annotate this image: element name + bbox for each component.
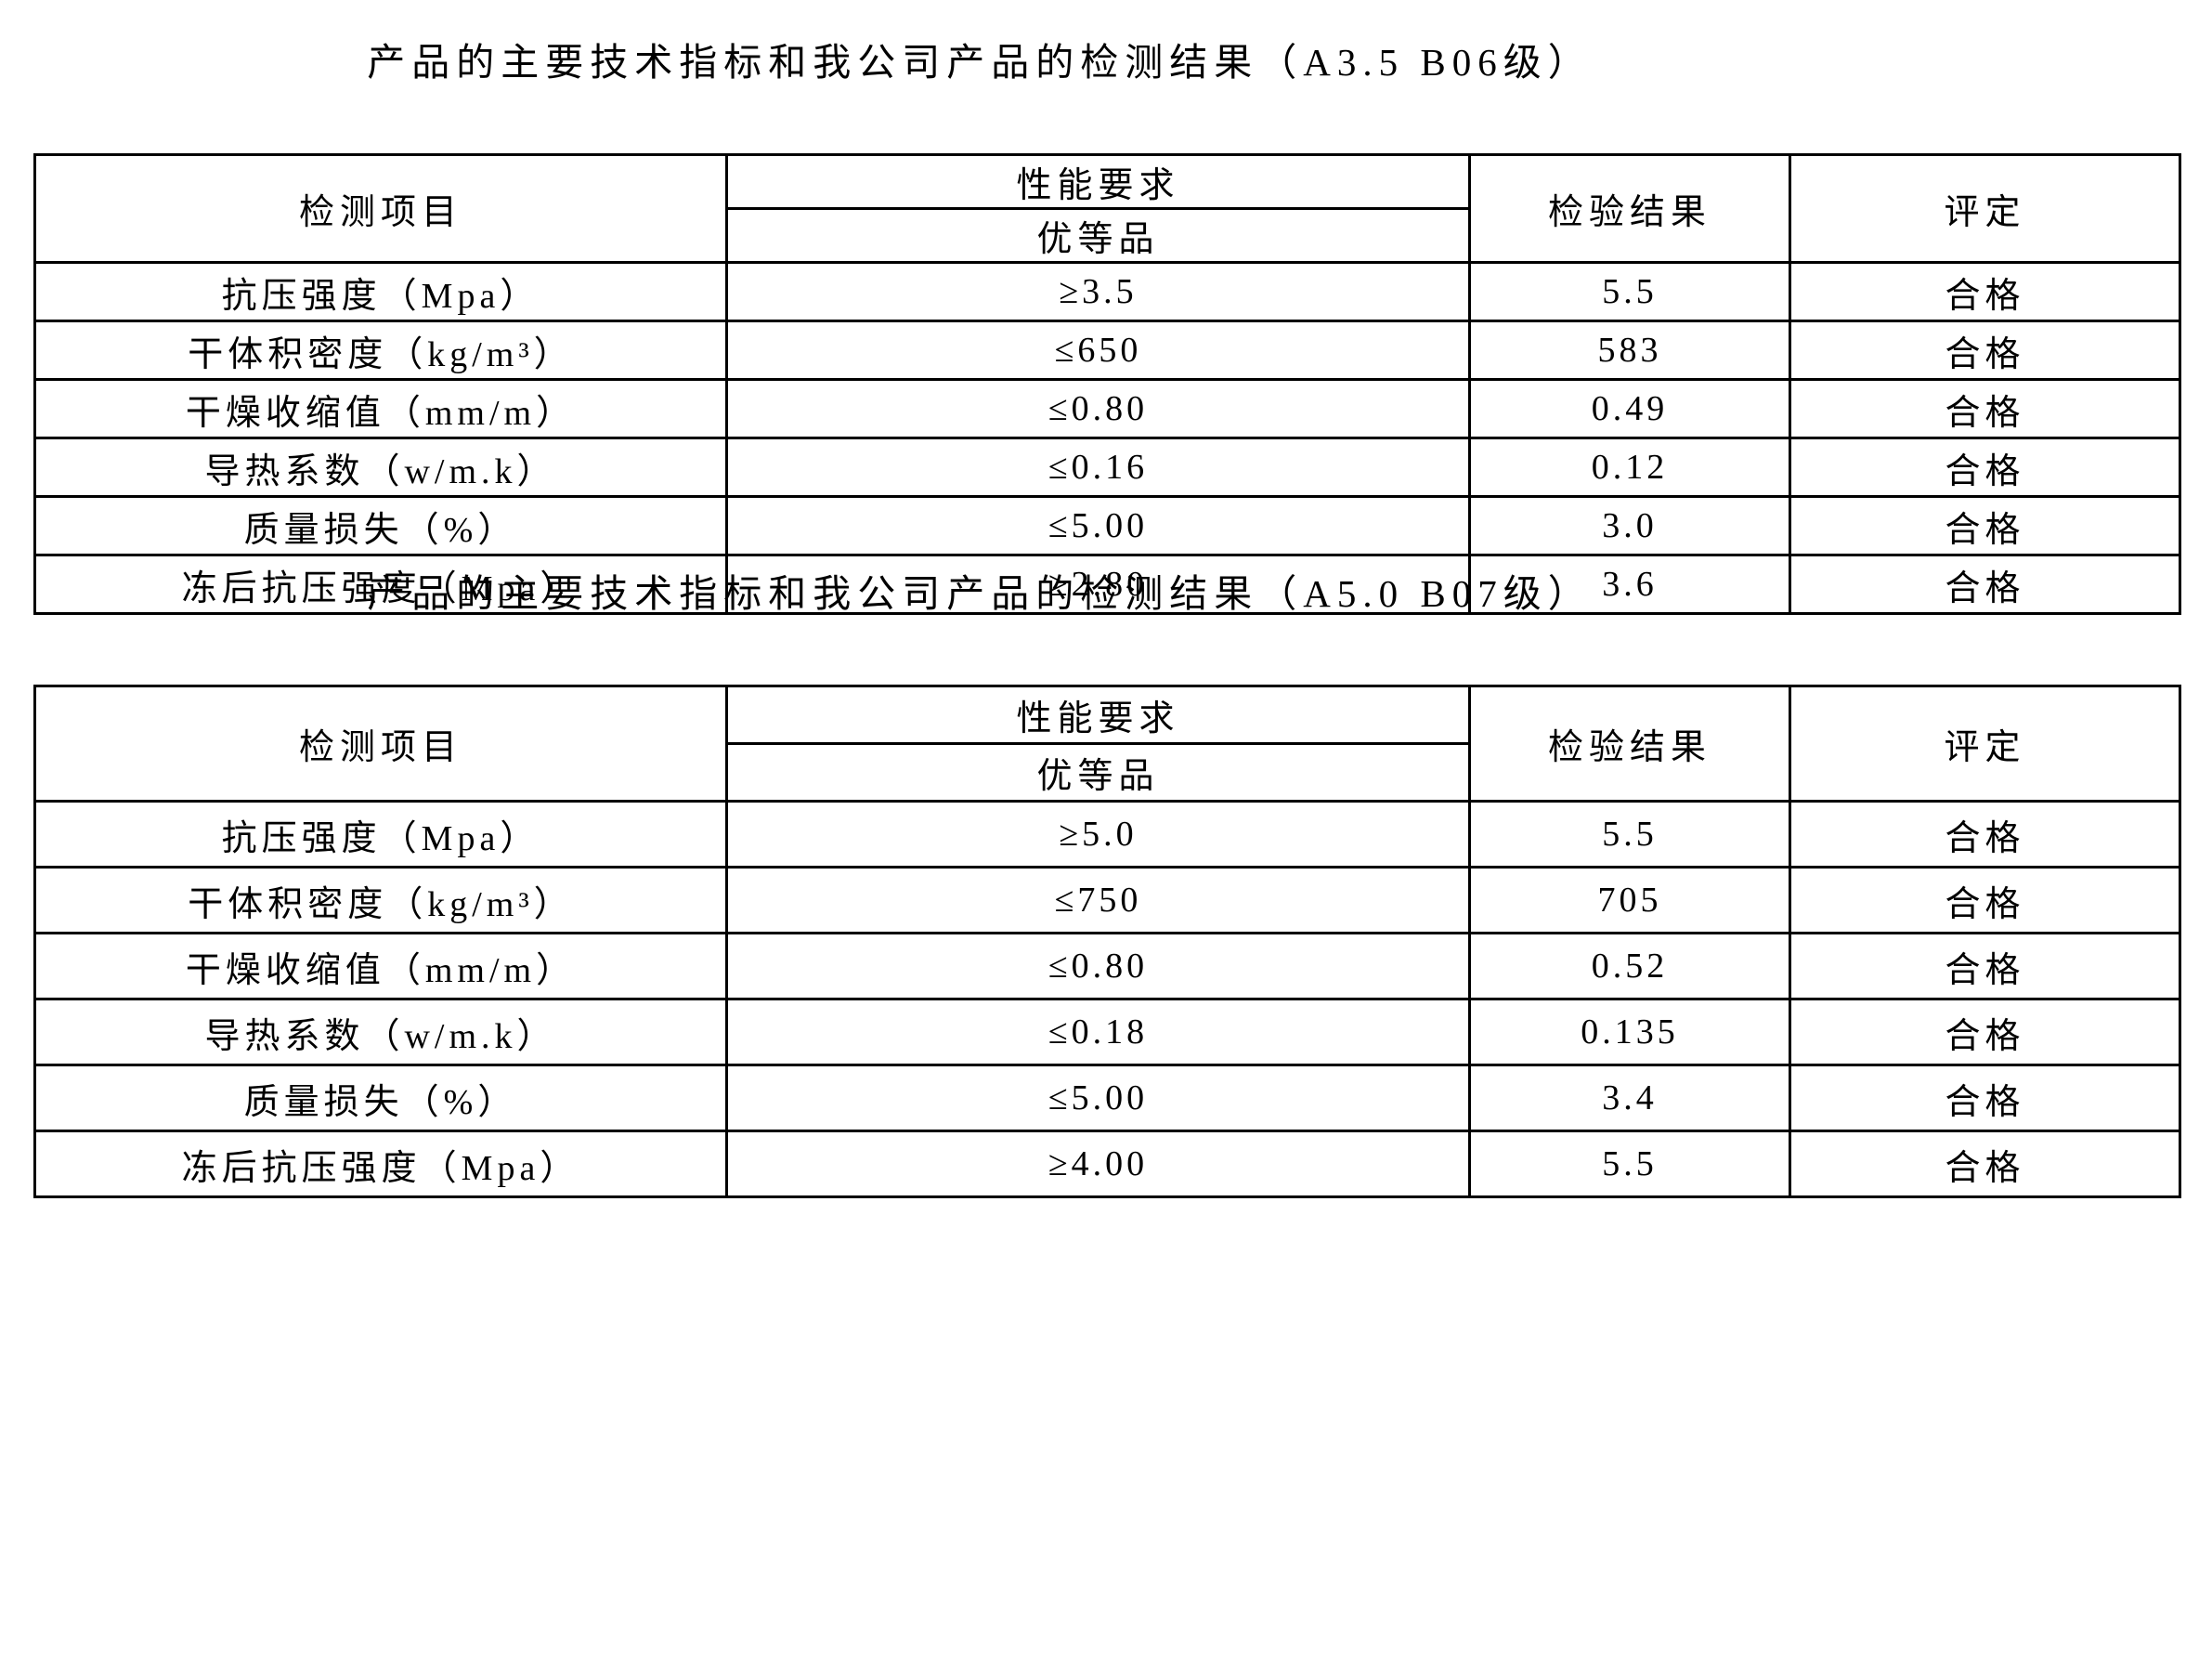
table-header-row-2: 优等品: [35, 207, 2180, 264]
cell-requirement: ≥2.80: [725, 554, 1471, 615]
cell-verdict: 合格: [1789, 932, 2181, 1000]
cell-requirement: ≥3.5: [725, 261, 1471, 322]
header-requirement-sub: 优等品: [725, 207, 1471, 264]
table-header-row-2: 优等品: [35, 742, 2180, 803]
cell-result: 3.6: [1468, 554, 1791, 615]
cell-result: 5.5: [1468, 261, 1791, 322]
table-row: 冻后抗压强度（Mpa） ≥2.80 3.6 合格: [33, 554, 2181, 615]
header-result: 检验结果: [1468, 153, 1791, 264]
cell-item: 干燥收缩值（mm/m）: [33, 378, 728, 439]
cell-verdict: 合格: [1789, 261, 2181, 322]
cell-item: 抗压强度（Mpa）: [33, 261, 728, 322]
table-row: 干燥收缩值（mm/m） ≤0.80 0.49 合格: [33, 378, 2181, 439]
table-row: 抗压强度（Mpa） ≥3.5 5.5 合格: [33, 261, 2181, 322]
table-row: 导热系数（w/m.k） ≤0.16 0.12 合格: [33, 437, 2181, 498]
cell-result: 0.49: [1468, 378, 1791, 439]
table-row: 干体积密度（kg/m³） ≤650 583 合格: [33, 320, 2181, 381]
cell-item: 干体积密度（kg/m³）: [33, 866, 728, 934]
cell-item: 干体积密度（kg/m³）: [33, 320, 728, 381]
cell-item: 冻后抗压强度（Mpa）: [33, 1130, 728, 1198]
header-item: 检测项目: [33, 685, 728, 803]
cell-requirement: ≥5.0: [725, 800, 1471, 869]
cell-result: 705: [1468, 866, 1791, 934]
table-row: 干体积密度（kg/m³） ≤750 705 合格: [33, 866, 2181, 934]
table-1-container: 检测项目 性能要求 检验结果 评定 优等品 抗压强度（Mpa） ≥3.5 5.5…: [33, 153, 2181, 615]
cell-item: 冻后抗压强度（Mpa）: [33, 554, 728, 615]
cell-requirement: ≤0.80: [725, 378, 1471, 439]
table-row: 质量损失（%） ≤5.00 3.4 合格: [33, 1064, 2181, 1132]
cell-requirement: ≤0.16: [725, 437, 1471, 498]
cell-requirement: ≤650: [725, 320, 1471, 381]
cell-item: 质量损失（%）: [33, 495, 728, 556]
header-result: 检验结果: [1468, 685, 1791, 803]
cell-item: 干燥收缩值（mm/m）: [33, 932, 728, 1000]
cell-item: 导热系数（w/m.k）: [33, 998, 728, 1066]
table-2-title: 产品的主要技术指标和我公司产品的检测结果（A5.0 B07级）: [367, 572, 1593, 615]
table-row: 质量损失（%） ≤5.00 3.0 合格: [33, 495, 2181, 556]
header-requirement: 性能要求: [725, 153, 1471, 210]
cell-result: 0.52: [1468, 932, 1791, 1000]
cell-result: 3.4: [1468, 1064, 1791, 1132]
cell-requirement: ≥4.00: [725, 1130, 1471, 1198]
cell-item: 抗压强度（Mpa）: [33, 800, 728, 869]
table-2-container: 检测项目 性能要求 检验结果 评定 优等品 抗压强度（Mpa） ≥5.0 5.5…: [33, 685, 2181, 1198]
spec-table-a35-b06: 检测项目 性能要求 检验结果 评定 优等品 抗压强度（Mpa） ≥3.5 5.5…: [33, 153, 2181, 615]
table-1-title: 产品的主要技术指标和我公司产品的检测结果（A3.5 B06级）: [367, 41, 1593, 84]
header-verdict: 评定: [1789, 153, 2181, 264]
cell-requirement: ≤5.00: [725, 495, 1471, 556]
header-requirement-sub: 优等品: [725, 742, 1471, 803]
cell-verdict: 合格: [1789, 998, 2181, 1066]
cell-verdict: 合格: [1789, 320, 2181, 381]
header-verdict: 评定: [1789, 685, 2181, 803]
cell-result: 583: [1468, 320, 1791, 381]
header-item: 检测项目: [33, 153, 728, 264]
table-row: 抗压强度（Mpa） ≥5.0 5.5 合格: [33, 800, 2181, 869]
cell-verdict: 合格: [1789, 1130, 2181, 1198]
cell-item: 导热系数（w/m.k）: [33, 437, 728, 498]
spec-table-a50-b07: 检测项目 性能要求 检验结果 评定 优等品 抗压强度（Mpa） ≥5.0 5.5…: [33, 685, 2181, 1198]
cell-result: 0.135: [1468, 998, 1791, 1066]
cell-verdict: 合格: [1789, 554, 2181, 615]
table-header-row-1: 检测项目 性能要求 检验结果 评定: [33, 153, 2181, 264]
cell-verdict: 合格: [1789, 437, 2181, 498]
cell-verdict: 合格: [1789, 800, 2181, 869]
header-requirement: 性能要求: [725, 685, 1471, 745]
table-header-row-1: 检测项目 性能要求 检验结果 评定: [33, 685, 2181, 803]
cell-result: 0.12: [1468, 437, 1791, 498]
cell-result: 3.0: [1468, 495, 1791, 556]
cell-requirement: ≤0.18: [725, 998, 1471, 1066]
table-row: 干燥收缩值（mm/m） ≤0.80 0.52 合格: [33, 932, 2181, 1000]
cell-result: 5.5: [1468, 1130, 1791, 1198]
cell-item: 质量损失（%）: [33, 1064, 728, 1132]
cell-verdict: 合格: [1789, 495, 2181, 556]
cell-requirement: ≤750: [725, 866, 1471, 934]
cell-verdict: 合格: [1789, 378, 2181, 439]
cell-requirement: ≤5.00: [725, 1064, 1471, 1132]
table-row: 导热系数（w/m.k） ≤0.18 0.135 合格: [33, 998, 2181, 1066]
cell-requirement: ≤0.80: [725, 932, 1471, 1000]
cell-result: 5.5: [1468, 800, 1791, 869]
cell-verdict: 合格: [1789, 1064, 2181, 1132]
table-row: 冻后抗压强度（Mpa） ≥4.00 5.5 合格: [33, 1130, 2181, 1198]
cell-verdict: 合格: [1789, 866, 2181, 934]
